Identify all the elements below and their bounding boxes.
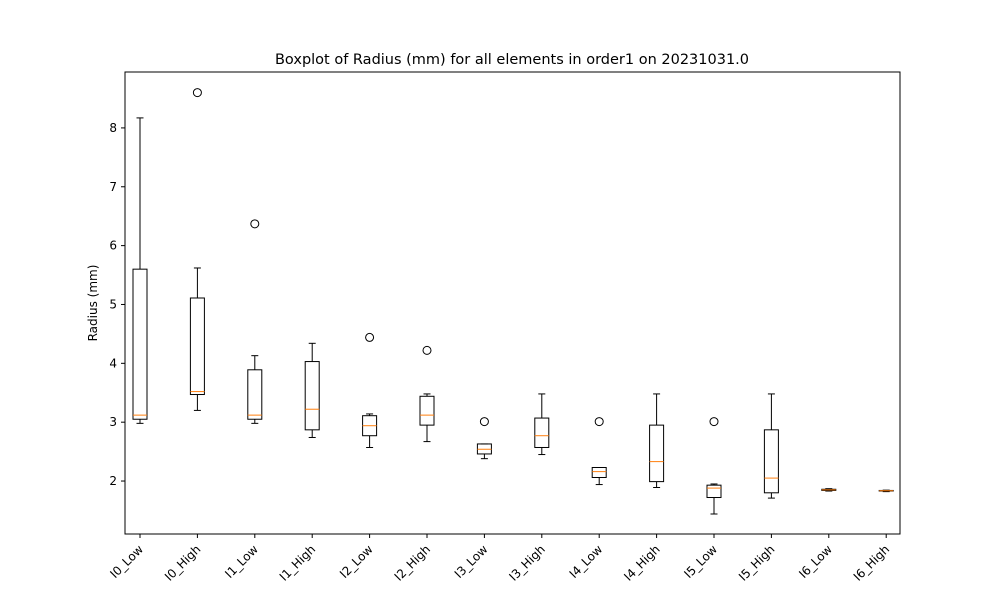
- x-tick-label: I0_High: [162, 542, 204, 584]
- y-tick-label: 6: [109, 239, 117, 253]
- x-tick-label: I2_High: [392, 542, 434, 584]
- y-tick-label: 7: [109, 180, 117, 194]
- x-tick-label: I3_Low: [452, 542, 491, 581]
- outlier-point: [365, 332, 375, 342]
- box: [132, 268, 148, 420]
- box: [247, 369, 263, 420]
- x-tick-label: I0_Low: [107, 542, 146, 581]
- outlier-point: [422, 345, 432, 355]
- box: [706, 484, 722, 499]
- x-tick-label: I3_High: [506, 542, 548, 584]
- y-tick-label: 4: [109, 356, 117, 370]
- y-tick-label: 3: [109, 415, 117, 429]
- y-tick-label: 8: [109, 121, 117, 135]
- y-tick-label: 2: [109, 474, 117, 488]
- x-tick-label: I5_High: [736, 542, 778, 584]
- box: [591, 466, 607, 479]
- x-tick-label: I1_Low: [222, 542, 261, 581]
- plot-area: 2 3 4 5 6 7 8 I0_Low I0_High I1_Low I1_High I2_Low I…: [107, 88, 894, 584]
- outlier-point: [250, 219, 260, 229]
- x-tick-label: I5_Low: [681, 542, 720, 581]
- box: [304, 361, 320, 431]
- box: [763, 429, 779, 494]
- box: [649, 424, 665, 483]
- x-tick-label: I4_High: [621, 542, 663, 584]
- chart-title: Boxplot of Radius (mm) for all elements …: [275, 52, 749, 68]
- x-tick-label: I1_High: [277, 542, 319, 584]
- x-tick-label: I4_Low: [567, 542, 606, 581]
- y-tick-label: 5: [109, 297, 117, 311]
- plot-frame: [124, 71, 901, 535]
- x-tick-label: I6_High: [851, 542, 893, 584]
- box: [419, 395, 435, 426]
- outlier-point: [479, 417, 489, 427]
- box: [189, 297, 205, 396]
- x-tick-label: I2_Low: [337, 542, 376, 581]
- box: [534, 417, 550, 448]
- outlier-point: [709, 417, 719, 427]
- y-axis-label: Radius (mm): [86, 265, 100, 342]
- x-tick-label: I6_Low: [796, 542, 835, 581]
- outlier-point: [594, 417, 604, 427]
- outlier-point: [192, 88, 202, 98]
